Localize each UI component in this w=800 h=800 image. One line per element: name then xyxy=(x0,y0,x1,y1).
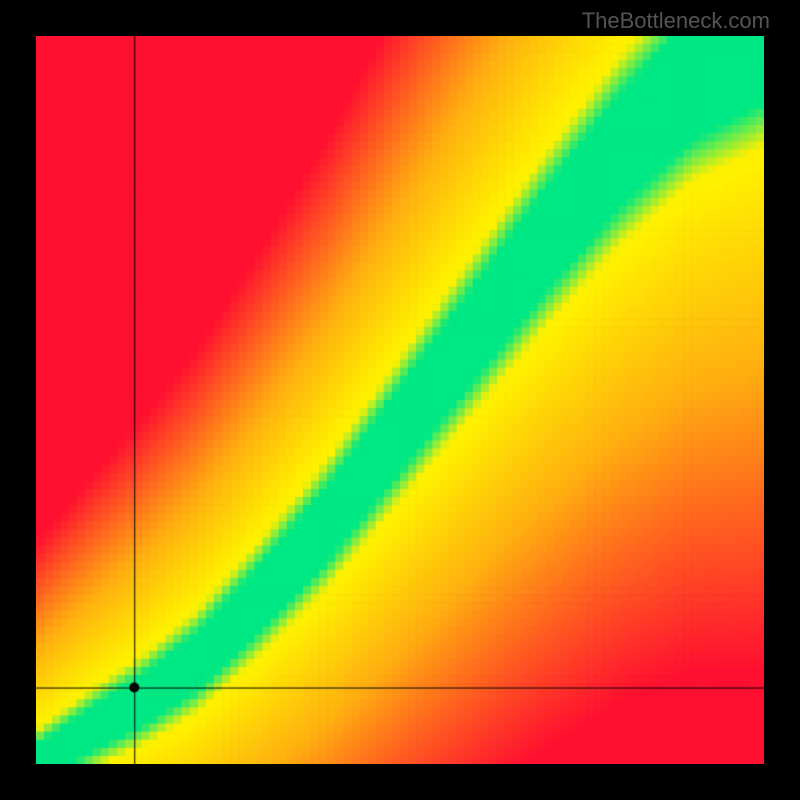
watermark-text: TheBottleneck.com xyxy=(582,8,770,34)
heatmap-canvas xyxy=(36,36,764,764)
bottleneck-heatmap xyxy=(36,36,764,764)
